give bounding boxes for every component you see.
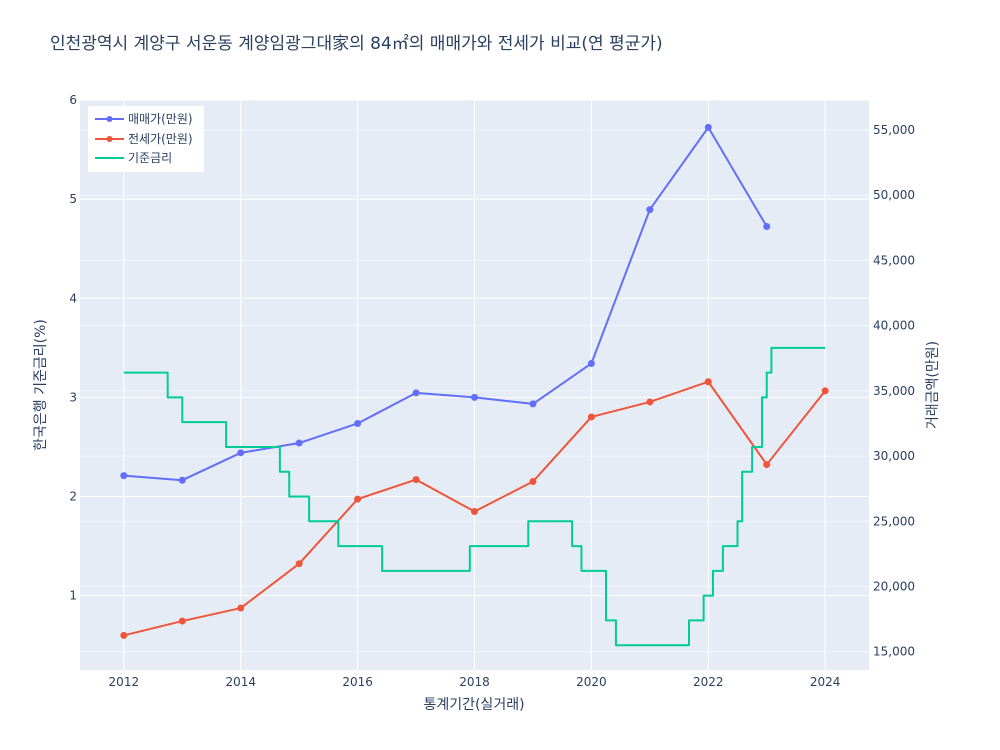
x-tick-label: 2024 [810,675,841,689]
legend-item-sale[interactable]: 매매가(만원) [95,112,193,126]
y-right-tick-label: 55,000 [873,123,915,137]
y-right-tick-label: 50,000 [873,188,915,202]
legend-label-sale: 매매가(만원) [128,112,193,126]
x-tick-label: 2016 [342,675,373,689]
legend-label-base-rate: 기준금리 [128,151,172,165]
y-right-tick-label: 40,000 [873,319,915,333]
data-point-1 [120,631,128,639]
series-line-2 [123,346,826,647]
y-left-tick-label: 4 [69,291,77,305]
y-left-tick-label: 2 [69,490,77,504]
x-tick-label: 2012 [109,675,140,689]
y-left-tick-label: 5 [69,192,77,206]
data-point-1 [354,495,362,503]
data-point-1 [295,560,303,568]
y-left-tick-label: 6 [69,93,77,107]
series-line-0 [123,126,768,482]
data-point-0 [412,389,420,397]
x-tick-label: 2014 [225,675,256,689]
data-point-1 [646,398,654,406]
legend-label-jeonse: 전세가(만원) [128,132,193,146]
legend-item-base-rate[interactable]: 기준금리 [95,151,172,165]
legend: 매매가(만원) 전세가(만원) 기준금리 [88,106,204,172]
data-point-0 [704,123,712,131]
chart-title: 인천광역시 계양구 서운동 계양임광그대家의 84㎡의 매매가와 전세가 비교(… [50,34,663,54]
x-tick-label: 2020 [576,675,607,689]
y-right-tick-label: 20,000 [873,580,915,594]
y-right-tick-label: 35,000 [873,384,915,398]
legend-marker-jeonse [106,136,113,142]
data-point-1 [821,387,829,395]
y-axis-left-title: 한국은행 기준금리(%) [33,319,49,451]
y-right-tick-label: 15,000 [873,645,915,659]
y-left-tick-label: 3 [69,390,77,404]
series-layer [120,123,829,647]
data-point-0 [529,400,537,408]
axes: 2012 2014 2016 2018 2020 2022 2024 1 2 3 4 5 6 15,000… [69,93,915,689]
y-right-tick-label: 30,000 [873,449,915,463]
data-point-0 [587,359,595,367]
data-point-1 [763,461,771,469]
data-point-0 [295,439,303,447]
y-right-tick-label: 25,000 [873,514,915,528]
x-tick-label: 2018 [459,675,490,689]
x-axis-title: 통계기간(실거래) [423,697,524,713]
legend-marker-sale [106,116,113,122]
data-point-0 [646,206,654,214]
data-point-0 [354,419,362,427]
y-left-tick-label: 1 [69,589,77,603]
data-point-0 [763,223,771,231]
legend-item-jeonse[interactable]: 전세가(만원) [95,132,193,146]
data-point-1 [178,617,186,625]
data-point-0 [237,449,245,457]
data-point-0 [471,393,478,401]
y-right-tick-label: 45,000 [873,253,915,267]
data-point-1 [587,413,595,421]
x-tick-label: 2022 [693,675,724,689]
data-point-1 [412,476,420,484]
data-point-0 [120,472,128,480]
data-point-1 [529,478,537,486]
y-axis-right-title: 거래금액(만원) [925,341,941,429]
data-point-1 [704,378,712,386]
data-point-1 [237,604,245,612]
data-point-1 [471,508,478,516]
data-point-0 [178,476,186,484]
